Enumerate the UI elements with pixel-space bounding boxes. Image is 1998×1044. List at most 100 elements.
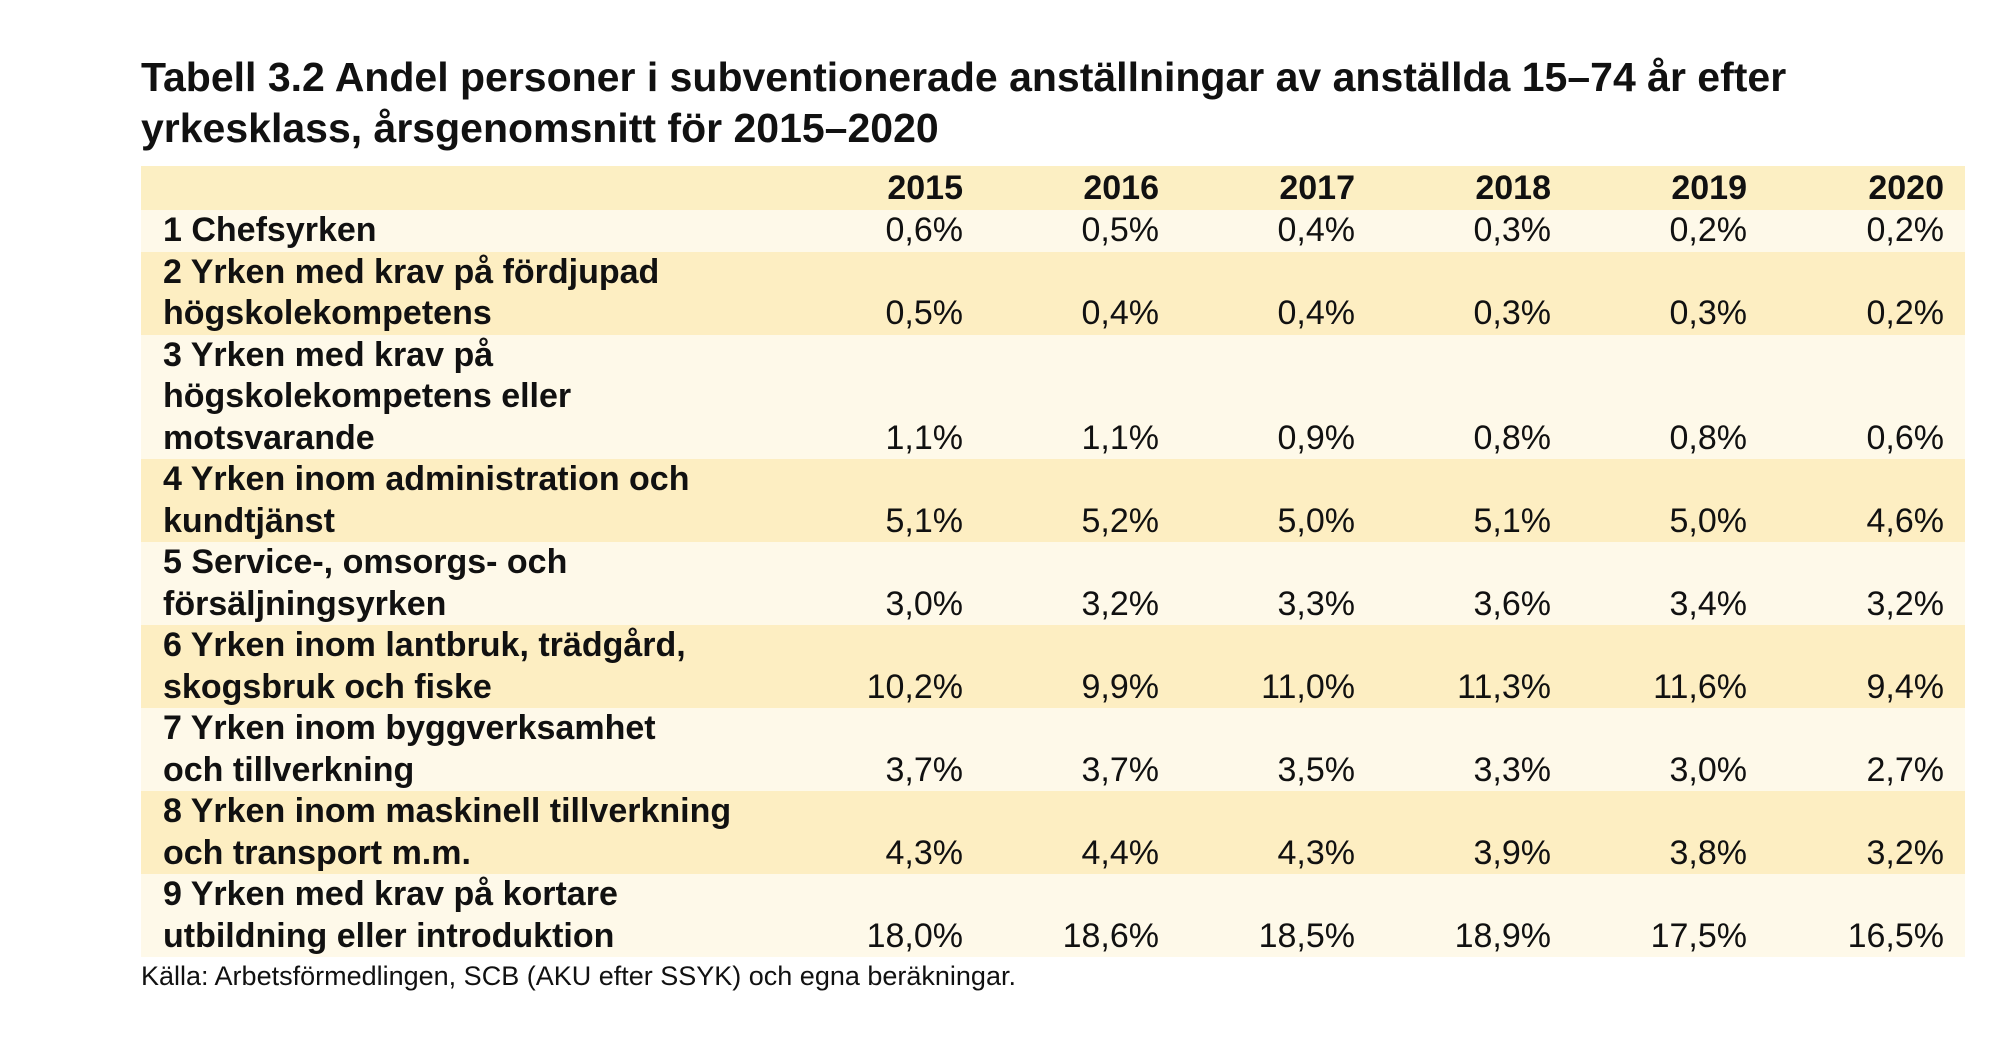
table-row: 2 Yrken med krav på fördjupad högskolekom…	[141, 251, 1965, 335]
value-cell: 5,1%	[885, 501, 964, 540]
occupation-label-line: motsvarande	[163, 418, 375, 457]
occupation-label-line: högskolekompetens eller	[163, 377, 572, 415]
occupation-label: 4 Yrken inom administration och kundtjäns…	[141, 459, 788, 542]
table-body: 1 Chefsyrken 0,6% 0,5% 0,4% 0,3% 0,2% 0,2% 2 Yr…	[141, 210, 1965, 957]
occupation-label: 5 Service-, omsorgs- och försäljningsyrke…	[141, 542, 788, 625]
table-title-line-2: yrkesklass, årsgenomsnitt för 2015–2020	[141, 105, 939, 151]
occupation-label-line: kundtjänst	[163, 501, 335, 540]
table-row: 7 Yrken inom byggverksamhet och tillverkn…	[141, 708, 1965, 791]
occupation-label: 8 Yrken inom maskinell tillverkning och t…	[141, 791, 788, 874]
occupation-table: 2015 2016 2017 2018 2019 2020 1 Chefsyrk…	[141, 166, 1965, 957]
value-cell: 11,3%	[1457, 667, 1551, 706]
year-header: 2015	[788, 166, 984, 210]
value-cell: 0,6%	[885, 211, 964, 249]
year-header: 2018	[1376, 166, 1572, 210]
source-note: Källa: Arbetsförmedlingen, SCB (AKU efte…	[141, 961, 1016, 991]
year-header: 2017	[1180, 166, 1376, 210]
table-row: 1 Chefsyrken 0,6% 0,5% 0,4% 0,3% 0,2% 0,2%	[141, 210, 1965, 252]
occupation-label-line: försäljningsyrken	[163, 584, 447, 623]
table-row: 5 Service-, omsorgs- och försäljningsyrke…	[141, 542, 1965, 625]
occupation-label-line: 3 Yrken med krav på	[163, 335, 494, 374]
value-cell: 0,5%	[1081, 211, 1160, 249]
table-header-row: 2015 2016 2017 2018 2019 2020	[141, 166, 1965, 210]
value-cell: 3,2%	[1081, 584, 1160, 623]
occupation-label-line: 1 Chefsyrken	[163, 211, 377, 249]
occupation-label: 1 Chefsyrken	[141, 210, 788, 252]
value-cell: 3,0%	[885, 584, 964, 623]
table-title: Tabell 3.2 Andel personer i subventioner…	[141, 52, 1961, 154]
value-cell: 3,3%	[1277, 584, 1356, 623]
value-cell: 5,1%	[1473, 501, 1552, 540]
year-header: 2019	[1572, 166, 1768, 210]
value-cell: 0,5%	[885, 294, 964, 332]
value-cell: 3,6%	[1473, 584, 1552, 623]
occupation-label-line: och tillverkning	[163, 750, 415, 789]
value-cell: 0,3%	[1473, 211, 1552, 249]
table-title-line-1: Tabell 3.2 Andel personer i subventioner…	[141, 54, 1787, 100]
value-cell: 3,0%	[1669, 750, 1748, 789]
value-cell: 5,2%	[1081, 501, 1160, 540]
value-cell: 9,4%	[1866, 667, 1945, 706]
value-cell: 3,2%	[1866, 584, 1945, 623]
value-cell: 0,4%	[1081, 294, 1160, 332]
year-header: 2020	[1768, 166, 1965, 210]
occupation-label: 6 Yrken inom lantbruk, trädgård, skogsbru…	[141, 625, 788, 708]
value-cell: 2,7%	[1866, 750, 1945, 789]
occupation-label-line: 5 Service-, omsorgs- och	[163, 543, 568, 581]
value-cell: 5,0%	[1277, 501, 1356, 540]
value-cell: 3,3%	[1473, 750, 1552, 789]
value-cell: 5,0%	[1669, 501, 1748, 540]
value-cell: 3,9%	[1473, 833, 1552, 872]
value-cell: 18,0%	[866, 916, 963, 955]
value-cell: 0,2%	[1669, 211, 1748, 249]
occupation-label: 7 Yrken inom byggverksamhet och tillverkn…	[141, 708, 788, 791]
value-cell: 11,6%	[1653, 667, 1747, 706]
value-cell: 0,3%	[1473, 294, 1552, 332]
value-cell: 3,7%	[885, 750, 964, 789]
value-cell: 4,3%	[885, 833, 964, 872]
value-cell: 4,6%	[1866, 501, 1945, 540]
value-cell: 11,0%	[1261, 667, 1355, 706]
value-cell: 9,9%	[1081, 667, 1160, 706]
value-cell: 3,8%	[1669, 833, 1748, 872]
value-cell: 0,2%	[1866, 294, 1945, 332]
table-row: 4 Yrken inom administration och kundtjäns…	[141, 459, 1965, 542]
value-cell: 0,2%	[1866, 211, 1945, 249]
value-cell: 18,6%	[1062, 916, 1159, 955]
occupation-label: 3 Yrken med krav på högskolekompetens ell…	[141, 335, 788, 460]
value-cell: 3,4%	[1669, 584, 1748, 623]
table-row: 8 Yrken inom maskinell tillverkning och t…	[141, 791, 1965, 874]
occupation-label-line: 7 Yrken inom byggverksamhet	[163, 709, 656, 747]
header-label-cell	[141, 166, 788, 210]
value-cell: 1,1%	[885, 418, 964, 457]
value-cell: 18,9%	[1454, 916, 1551, 955]
value-cell: 3,2%	[1866, 833, 1945, 872]
value-cell: 0,6%	[1866, 418, 1945, 457]
occupation-label-line: 8 Yrken inom maskinell tillverkning	[163, 792, 732, 830]
table-row: 6 Yrken inom lantbruk, trädgård, skogsbru…	[141, 625, 1965, 708]
value-cell: 4,4%	[1081, 833, 1160, 872]
value-cell: 17,5%	[1650, 916, 1747, 955]
value-cell: 3,5%	[1277, 750, 1356, 789]
occupation-label-line: 9 Yrken med krav på kortare	[163, 875, 618, 913]
value-cell: 0,8%	[1473, 418, 1552, 457]
occupation-label-line: 6 Yrken inom lantbruk, trädgård,	[163, 626, 686, 664]
occupation-label: 2 Yrken med krav på fördjupad högskolekom…	[141, 252, 788, 335]
value-cell: 3,7%	[1081, 750, 1160, 789]
table-row: 9 Yrken med krav på kortare utbildning el…	[141, 874, 1965, 957]
occupation-label: 9 Yrken med krav på kortare utbildning el…	[141, 874, 788, 957]
value-cell: 0,4%	[1277, 294, 1356, 332]
occupation-label-line: skogsbruk och fiske	[163, 667, 492, 706]
occupation-label-line: utbildning eller introduktion	[163, 916, 615, 955]
occupation-label-line: 2 Yrken med krav på fördjupad	[163, 252, 660, 291]
value-cell: 16,5%	[1847, 916, 1944, 955]
occupation-label-line: högskolekompetens	[163, 294, 492, 332]
occupation-label-line: och transport m.m.	[163, 833, 471, 872]
value-cell: 10,2%	[866, 667, 963, 706]
value-cell: 18,5%	[1258, 916, 1355, 955]
table-row: 3 Yrken med krav på högskolekompetens ell…	[141, 334, 1965, 460]
year-header: 2016	[984, 166, 1180, 210]
value-cell: 0,8%	[1669, 418, 1748, 457]
value-cell: 0,3%	[1669, 294, 1748, 332]
value-cell: 4,3%	[1277, 833, 1356, 872]
